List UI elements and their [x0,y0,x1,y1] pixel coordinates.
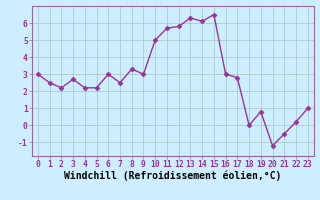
X-axis label: Windchill (Refroidissement éolien,°C): Windchill (Refroidissement éolien,°C) [64,171,282,181]
